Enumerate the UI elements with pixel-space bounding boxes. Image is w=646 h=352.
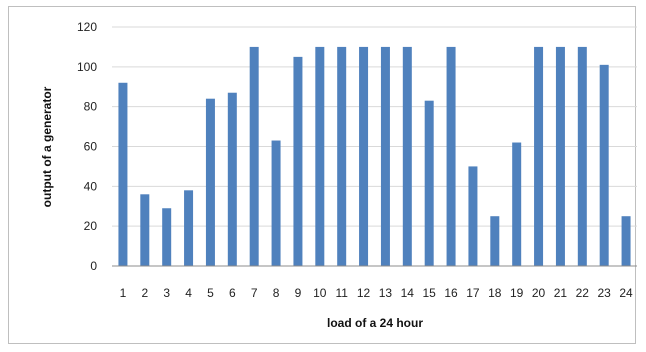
bar-7	[249, 46, 259, 266]
bar-21	[555, 46, 565, 266]
bar-24	[621, 216, 631, 266]
y-tick-label: 40	[84, 179, 98, 193]
bar-8	[271, 140, 281, 266]
x-tick-label: 9	[295, 286, 302, 300]
bar-3	[162, 208, 172, 266]
bar-2	[140, 194, 150, 266]
y-tick-label: 0	[90, 259, 97, 273]
x-tick-label: 15	[423, 286, 437, 300]
y-tick-label: 100	[77, 60, 97, 74]
bar-13	[380, 46, 390, 266]
x-tick-label: 19	[510, 286, 524, 300]
y-axis-label: output of a generator	[40, 86, 54, 207]
x-tick-label: 11	[335, 286, 348, 300]
x-tick-label: 22	[576, 286, 590, 300]
x-tick-label: 7	[251, 286, 258, 300]
bar-12	[359, 46, 369, 266]
x-tick-labels: 1 2 3 4 5 6 7 8 9 10 11 12 13 14 15 16 17 18 19 20 21 22 23 24	[120, 286, 633, 300]
bar-5	[205, 98, 215, 266]
bar-20	[534, 46, 544, 266]
x-tick-label: 16	[444, 286, 458, 300]
bar-23	[599, 64, 609, 266]
y-tick-label: 20	[84, 219, 98, 233]
x-tick-label: 3	[163, 286, 170, 300]
x-tick-label: 2	[141, 286, 148, 300]
bar-6	[227, 92, 237, 266]
x-tick-label: 13	[379, 286, 393, 300]
gridlines	[112, 26, 637, 227]
bar-9	[293, 56, 303, 266]
bar-10	[315, 46, 325, 266]
x-tick-label: 21	[554, 286, 568, 300]
bars	[118, 46, 631, 267]
bar-4	[184, 190, 194, 266]
bar-16	[446, 46, 456, 266]
x-tick-label: 5	[207, 286, 214, 300]
bar-22	[577, 46, 587, 266]
bar-19	[512, 142, 522, 266]
x-tick-label: 18	[488, 286, 502, 300]
bar-17	[468, 166, 478, 266]
x-tick-label: 8	[273, 286, 280, 300]
x-tick-label: 12	[357, 286, 371, 300]
x-tick-label: 23	[598, 286, 612, 300]
x-tick-label: 10	[313, 286, 327, 300]
x-tick-label: 17	[466, 286, 480, 300]
y-tick-label: 120	[77, 20, 97, 34]
y-tick-label: 60	[84, 140, 98, 154]
x-tick-label: 20	[532, 286, 546, 300]
bar-14	[402, 46, 412, 266]
bar-18	[490, 216, 500, 266]
x-axis-label: load of a 24 hour	[327, 316, 423, 330]
x-tick-label: 1	[120, 286, 127, 300]
bar-15	[424, 100, 434, 266]
x-tick-label: 24	[619, 286, 633, 300]
bar-1	[118, 82, 128, 267]
x-tick-label: 14	[401, 286, 415, 300]
x-tick-label: 6	[229, 286, 236, 300]
y-tick-label: 80	[84, 100, 98, 114]
y-tick-labels: 0 20 40 60 80 100 120	[77, 20, 97, 273]
bar-11	[337, 46, 347, 266]
x-tick-label: 4	[185, 286, 192, 300]
